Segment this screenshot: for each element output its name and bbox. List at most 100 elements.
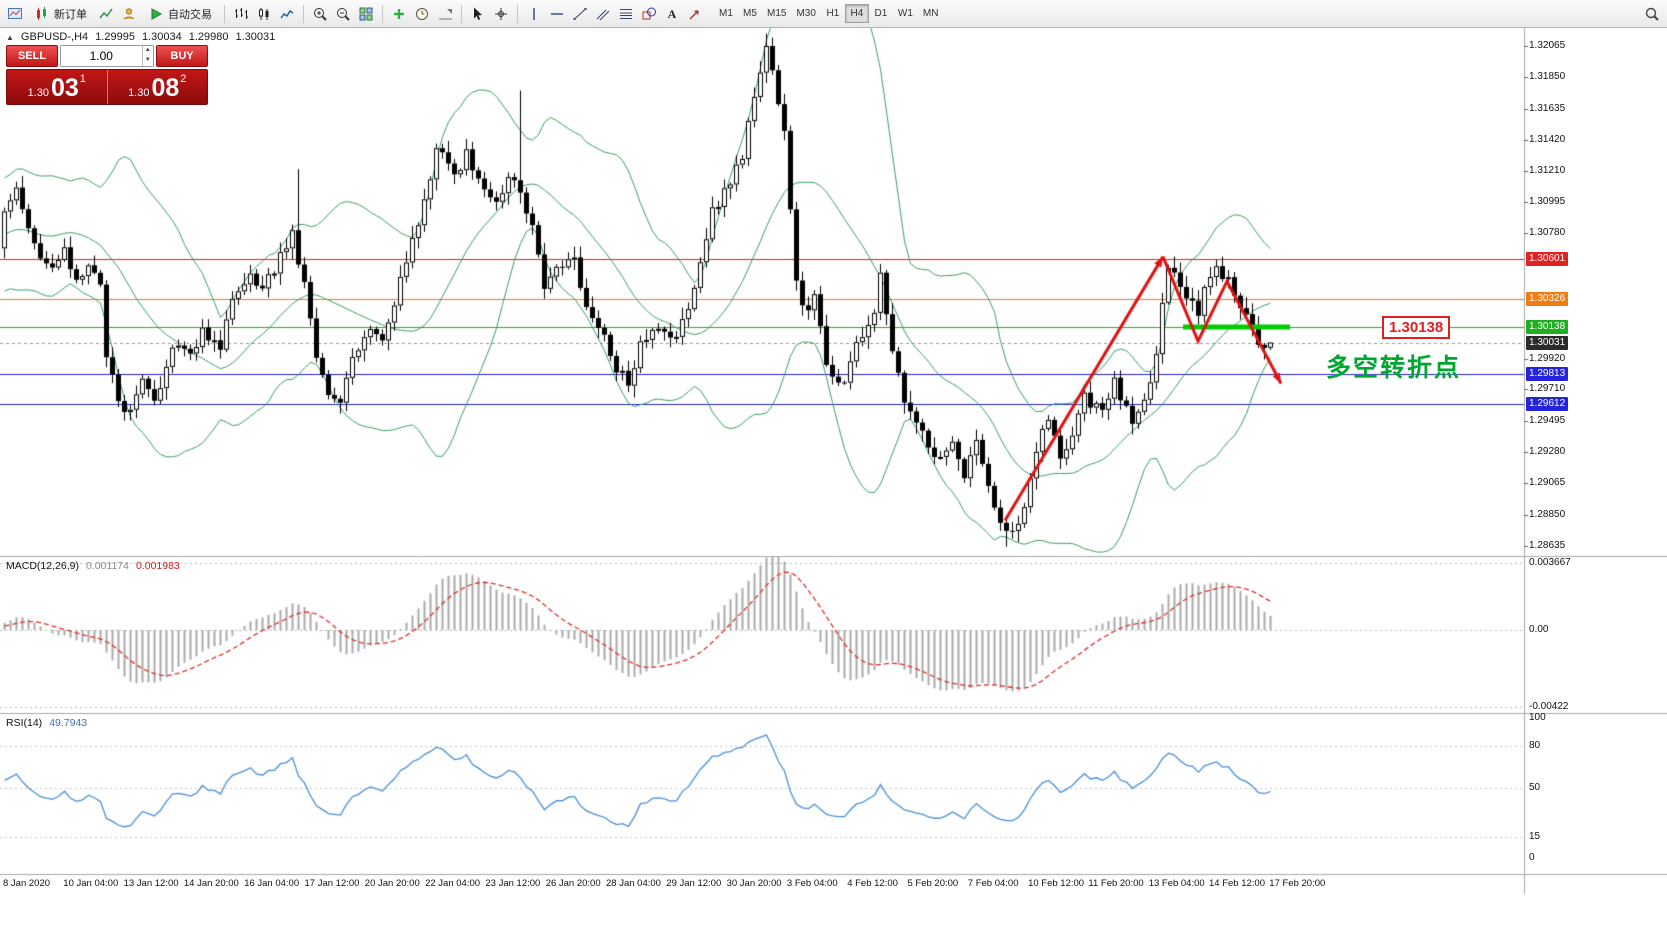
time-axis-label: 4 Feb 12:00 [847, 878, 898, 889]
tile-windows-icon [358, 6, 374, 22]
price-tick-label: 1.28635 [1529, 540, 1566, 551]
volume-input[interactable] [61, 46, 142, 66]
time-axis-label: 13 Jan 12:00 [123, 878, 179, 889]
buy-price-button[interactable]: 1.30 08 2 [108, 70, 208, 104]
buy-button[interactable]: BUY [156, 45, 208, 67]
market-watch-icon[interactable] [118, 3, 140, 25]
svg-text:A: A [668, 7, 677, 21]
cursor-icon[interactable] [467, 3, 489, 25]
autotrade-button-label: 自动交易 [168, 8, 212, 21]
one-click-prices: 1.30 03 1 1.30 08 2 [6, 69, 208, 105]
volume-spinner[interactable]: ▲ ▼ [141, 46, 154, 66]
time-axis-label: 7 Feb 04:00 [967, 878, 1019, 889]
timeframe-h1-button[interactable]: H1 [826, 8, 840, 19]
time-axis-label: 16 Jan 04:00 [244, 878, 300, 889]
price-tick-label: 1.29495 [1529, 414, 1566, 426]
sell-button[interactable]: SELL [6, 45, 58, 67]
sell-price-button[interactable]: 1.30 03 1 [7, 70, 107, 104]
crosshair-icon[interactable] [490, 3, 512, 25]
trendline-icon[interactable] [569, 3, 591, 25]
price-level-chip: 1.30601 [1526, 252, 1569, 267]
turning-point-annotation[interactable]: 多空转折点 [1326, 354, 1462, 382]
buy-price-sup: 2 [180, 73, 187, 85]
zoom-out-icon[interactable] [332, 3, 354, 25]
chart-shift-icon[interactable] [434, 3, 456, 25]
new-order-button[interactable]: 新订单 [27, 3, 94, 25]
arrow-tools-icon[interactable] [684, 3, 706, 25]
search-icon [1644, 6, 1660, 22]
new-order-button-label: 新订单 [54, 8, 87, 21]
sell-price-small: 1.30 [27, 87, 49, 99]
autotrade-icon [148, 6, 164, 22]
bar-chart-icon[interactable] [230, 3, 252, 25]
price-tick-label: 1.31635 [1529, 102, 1566, 114]
indicators-icon[interactable] [95, 3, 117, 25]
timeframe-m15-button[interactable]: M15 [767, 8, 787, 19]
time-axis-label: 30 Jan 20:00 [726, 878, 782, 889]
crosshair-icon [493, 6, 509, 22]
volume-up-icon[interactable]: ▲ [144, 47, 151, 53]
timeframe-m30-button[interactable]: M30 [796, 8, 816, 19]
timeframe-m5-button[interactable]: M5 [743, 8, 757, 19]
volume-down-icon[interactable]: ▼ [144, 57, 151, 63]
candlestick-chart-icon [256, 6, 272, 22]
time-axis-label: 20 Jan 20:00 [364, 878, 420, 889]
time-axis-label: 8 Jan 2020 [3, 878, 51, 889]
line-chart-icon[interactable] [276, 3, 298, 25]
main-toolbar: 新订单 自动交易 A M1 M5 M15 M30 H1 H4 D1 W1 MN [0, 0, 1667, 28]
timeframe-h4-button[interactable]: H4 [844, 4, 869, 23]
channel-icon[interactable] [592, 3, 614, 25]
period-icon [414, 6, 430, 22]
price-level-chip: 1.30031 [1526, 335, 1569, 350]
period-icon[interactable] [411, 3, 433, 25]
sell-price-big: 03 [50, 74, 79, 102]
vertical-line-icon[interactable] [523, 3, 545, 25]
shapes-icon[interactable] [638, 3, 660, 25]
line-chart-icon [279, 6, 295, 22]
text-icon: A [664, 6, 680, 22]
new-chart-icon[interactable] [388, 3, 410, 25]
timeframe-d1-button[interactable]: D1 [874, 8, 888, 19]
timeframe-w1-button[interactable]: W1 [897, 8, 913, 19]
timeframe-mn-button[interactable]: MN [922, 8, 939, 19]
price-tick-label: 1.32065 [1529, 40, 1566, 51]
price-level-callout[interactable]: 1.30138 [1382, 316, 1451, 339]
new-order-icon [34, 6, 50, 22]
price-level-chip: 1.29813 [1526, 367, 1569, 382]
price-tick-label: 1.30995 [1529, 195, 1566, 207]
fibonacci-icon[interactable] [615, 3, 637, 25]
horizontal-line-icon[interactable] [546, 3, 568, 25]
text-icon[interactable]: A [661, 3, 683, 25]
time-axis-label: 26 Jan 20:00 [545, 878, 601, 889]
zoom-in-icon[interactable] [309, 3, 331, 25]
zoom-in-icon [312, 6, 328, 22]
candlestick-chart-icon[interactable] [253, 3, 275, 25]
price-level-chip: 1.29612 [1526, 396, 1569, 411]
price-level-chip: 1.30326 [1526, 292, 1569, 307]
market-watch-icon [121, 6, 137, 22]
fibonacci-icon [618, 6, 634, 22]
toolbar-separator [382, 4, 383, 23]
zoom-out-icon [335, 6, 351, 22]
price-divider [106, 70, 108, 104]
buy-price-big: 08 [151, 74, 180, 102]
app-icon [7, 6, 23, 22]
time-axis-label: 29 Jan 12:00 [666, 878, 722, 889]
price-tick-label: 1.29710 [1529, 383, 1566, 395]
tile-windows-icon[interactable] [355, 3, 377, 25]
sell-price-sup: 1 [79, 73, 86, 85]
price-tick-label: 1.30780 [1529, 227, 1566, 239]
price-tick-label: 1.29280 [1529, 445, 1566, 457]
time-axis-label: 17 Feb 20:00 [1269, 878, 1326, 889]
time-axis-label: 10 Feb 12:00 [1028, 878, 1085, 889]
toolbar-separator [517, 4, 518, 23]
app-icon[interactable] [4, 3, 26, 25]
search-button[interactable] [1641, 3, 1663, 25]
timeframe-m1-button[interactable]: M1 [719, 8, 733, 19]
autotrade-button[interactable]: 自动交易 [141, 3, 219, 25]
one-click-trading-panel: SELL ▲ ▼ BUY 1.30 03 1 1.30 [6, 45, 208, 105]
volume-box: ▲ ▼ [60, 45, 154, 67]
time-axis-label: 14 Jan 20:00 [183, 878, 239, 889]
